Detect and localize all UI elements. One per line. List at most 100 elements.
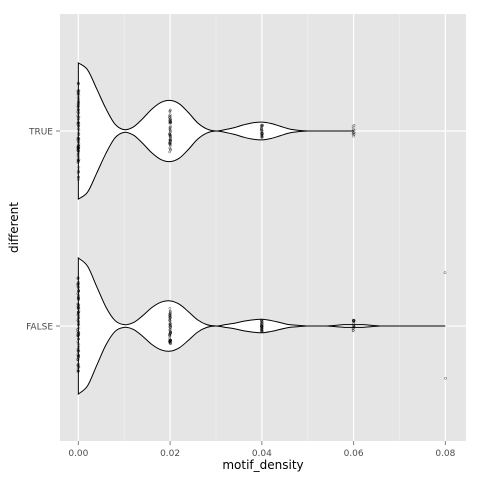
data-point <box>76 149 80 153</box>
data-point <box>76 159 80 162</box>
data-point <box>77 362 80 366</box>
data-point <box>76 329 80 333</box>
data-point <box>77 175 80 179</box>
data-point <box>76 331 80 335</box>
data-point <box>77 124 80 128</box>
data-point <box>168 315 171 318</box>
data-point <box>260 135 264 139</box>
data-point <box>76 334 80 338</box>
data-point <box>168 110 172 114</box>
data-point <box>77 166 81 169</box>
data-point <box>168 114 171 118</box>
data-point <box>76 120 80 124</box>
data-point <box>168 125 172 129</box>
data-point <box>76 313 80 317</box>
data-point <box>352 324 356 328</box>
data-point <box>352 134 355 138</box>
data-point <box>168 121 171 125</box>
data-point <box>76 171 80 174</box>
data-point <box>168 129 172 133</box>
data-point <box>76 358 80 362</box>
data-point <box>77 316 81 320</box>
data-point <box>76 276 80 279</box>
y-axis-title: different <box>7 202 21 253</box>
data-point <box>76 310 80 314</box>
data-point <box>169 118 172 122</box>
data-point <box>169 125 172 128</box>
data-point <box>168 133 172 137</box>
data-point <box>77 115 81 119</box>
data-point <box>77 90 81 93</box>
data-point <box>168 339 172 343</box>
data-point <box>443 271 447 274</box>
data-point <box>444 376 447 380</box>
data-point <box>260 131 264 135</box>
data-point <box>76 92 80 96</box>
data-point <box>76 146 80 150</box>
data-point <box>259 329 263 333</box>
data-point <box>352 320 356 324</box>
data-point <box>77 290 81 293</box>
data-point <box>77 285 80 289</box>
data-point <box>168 319 172 323</box>
data-point <box>77 293 80 297</box>
data-point <box>77 99 80 103</box>
data-point <box>76 154 80 158</box>
data-point <box>77 131 81 135</box>
data-point <box>76 311 80 315</box>
data-point <box>77 125 81 128</box>
data-point <box>260 134 264 138</box>
data-point <box>77 288 81 292</box>
data-point <box>169 331 172 335</box>
data-point <box>77 303 81 307</box>
data-point <box>260 318 263 322</box>
data-points <box>76 81 447 380</box>
data-point <box>76 110 80 114</box>
data-point <box>260 124 263 128</box>
data-point <box>77 282 81 286</box>
data-point <box>168 306 172 310</box>
data-point <box>168 150 171 154</box>
data-point <box>76 348 80 351</box>
data-point <box>168 115 171 119</box>
data-point <box>352 319 355 322</box>
data-point <box>168 141 172 145</box>
x-axis-title: motif_density <box>222 458 303 472</box>
data-point <box>76 160 80 164</box>
x-tick-label: 0.04 <box>252 449 272 459</box>
data-point <box>77 82 80 85</box>
x-tick-label: 0.08 <box>435 449 455 459</box>
data-point <box>76 140 80 143</box>
data-point <box>77 344 81 347</box>
data-point <box>76 118 80 121</box>
x-tick-label: 0.00 <box>68 449 88 459</box>
data-point <box>77 369 80 373</box>
x-tick-label: 0.02 <box>160 449 180 459</box>
data-point <box>76 353 80 356</box>
data-point <box>76 323 80 327</box>
data-point <box>77 297 81 300</box>
data-point <box>77 108 81 112</box>
data-point <box>76 307 80 310</box>
y-tick-label-true: TRUE <box>28 128 53 138</box>
data-point <box>351 125 355 129</box>
data-point <box>168 338 172 342</box>
data-point <box>77 170 81 174</box>
data-point <box>168 108 172 112</box>
x-tick-label: 0.06 <box>344 449 364 459</box>
data-point <box>77 322 80 325</box>
data-point <box>76 313 80 317</box>
data-point <box>77 156 80 159</box>
data-point <box>76 319 80 323</box>
data-point <box>351 131 355 135</box>
data-point <box>76 81 80 85</box>
data-point <box>77 150 81 153</box>
axis-ticks: 0.00 0.02 0.04 0.06 0.08 TRUE FALSE <box>26 128 456 460</box>
data-point <box>77 137 81 141</box>
data-point <box>169 326 173 329</box>
data-point <box>168 311 172 315</box>
data-point <box>77 97 81 101</box>
data-point <box>77 337 81 341</box>
